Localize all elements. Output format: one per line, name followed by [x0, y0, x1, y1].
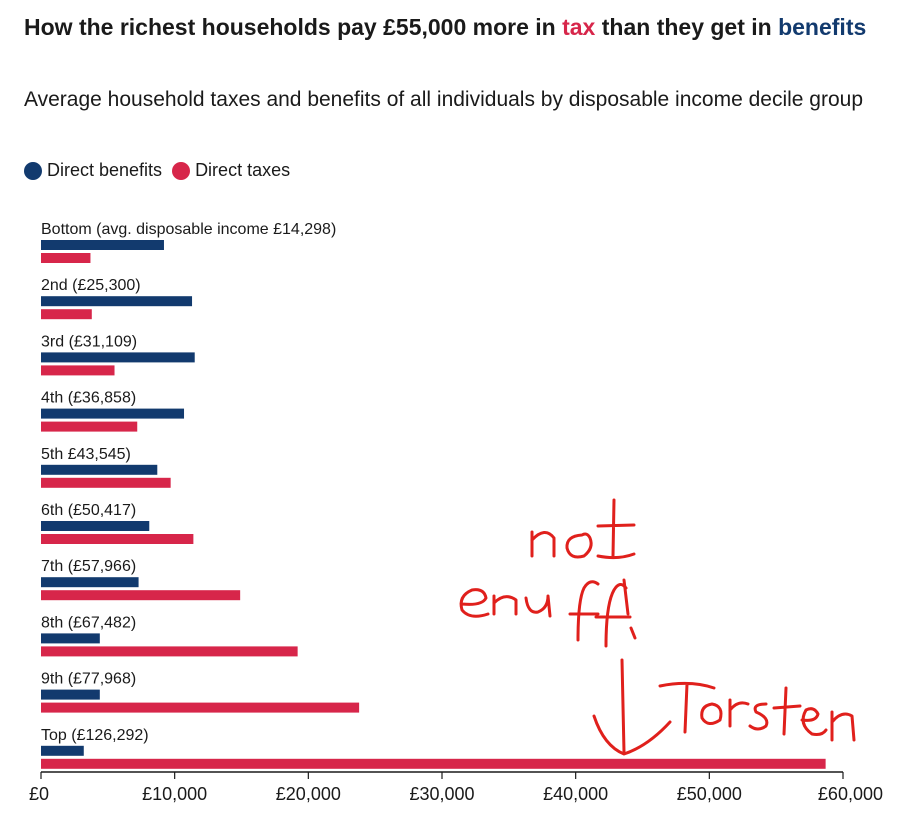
bar-benefits — [41, 633, 100, 644]
annotation-not — [530, 498, 636, 560]
category-label: 3rd (£31,109) — [41, 333, 137, 350]
title-benefits-word: benefits — [778, 14, 867, 40]
category-label: Bottom (avg. disposable income £14,298) — [41, 221, 336, 238]
x-tick-label: £10,000 — [142, 784, 207, 804]
annotation-torsten — [658, 681, 856, 742]
legend-dot-benefits-icon — [24, 161, 42, 180]
annotation-enuff — [459, 578, 637, 648]
bar-taxes — [41, 309, 92, 320]
bar-taxes — [41, 758, 826, 769]
legend-label-taxes: Direct taxes — [195, 160, 291, 180]
x-tick-label: £60,000 — [818, 784, 883, 804]
category-label: 2nd (£25,300) — [41, 277, 141, 294]
x-tick-label: £50,000 — [677, 784, 742, 804]
bar-benefits — [41, 464, 158, 475]
bar-benefits — [41, 521, 150, 531]
category-label: 4th (£36,858) — [41, 390, 136, 407]
bar-benefits — [41, 577, 139, 588]
category-label: Top (£126,292) — [41, 727, 149, 744]
chart-title: How the richest households pay £55,000 m… — [24, 12, 884, 42]
bar-benefits — [41, 745, 84, 756]
category-label: 7th (£57,966) — [41, 558, 136, 575]
bar-taxes — [41, 365, 115, 376]
bar-taxes — [41, 702, 360, 713]
bar-benefits — [41, 296, 193, 307]
bar-benefits — [41, 352, 195, 363]
category-label: 5th £43,545) — [41, 446, 131, 463]
legend-item-taxes: Direct taxes — [172, 160, 290, 181]
title-tax-word: tax — [562, 14, 596, 40]
annotation-arrow — [592, 658, 672, 756]
x-tick-label: £30,000 — [409, 784, 474, 804]
bar-benefits — [41, 408, 185, 419]
chart-subtitle: Average household taxes and benefits of … — [24, 88, 863, 111]
category-label: 9th (£77,968) — [41, 671, 136, 688]
legend-dot-taxes-icon — [172, 161, 191, 180]
x-tick-label: £40,000 — [543, 784, 608, 804]
bar-taxes — [41, 477, 171, 488]
x-tick-label: £0 — [29, 784, 49, 804]
x-tick-label: £20,000 — [276, 784, 341, 804]
legend-label-benefits: Direct benefits — [47, 160, 163, 180]
title-part1: How the richest households pay £55,000 m… — [24, 14, 563, 40]
bar-taxes — [41, 646, 298, 657]
bar-taxes — [41, 253, 91, 263]
title-part2: than they get in — [595, 14, 779, 40]
category-label: 8th (£67,482) — [41, 614, 136, 631]
legend: Direct benefits Direct taxes — [24, 160, 300, 181]
bar-taxes — [41, 421, 138, 432]
bar-chart: Bottom (avg. disposable income £14,298) 2… — [29, 221, 883, 804]
category-label: 6th (£50,417) — [41, 502, 136, 519]
bar-benefits — [41, 240, 164, 250]
legend-item-benefits: Direct benefits — [24, 160, 162, 181]
bar-benefits — [41, 689, 100, 700]
bar-taxes — [41, 534, 194, 544]
bar-taxes — [41, 590, 241, 601]
